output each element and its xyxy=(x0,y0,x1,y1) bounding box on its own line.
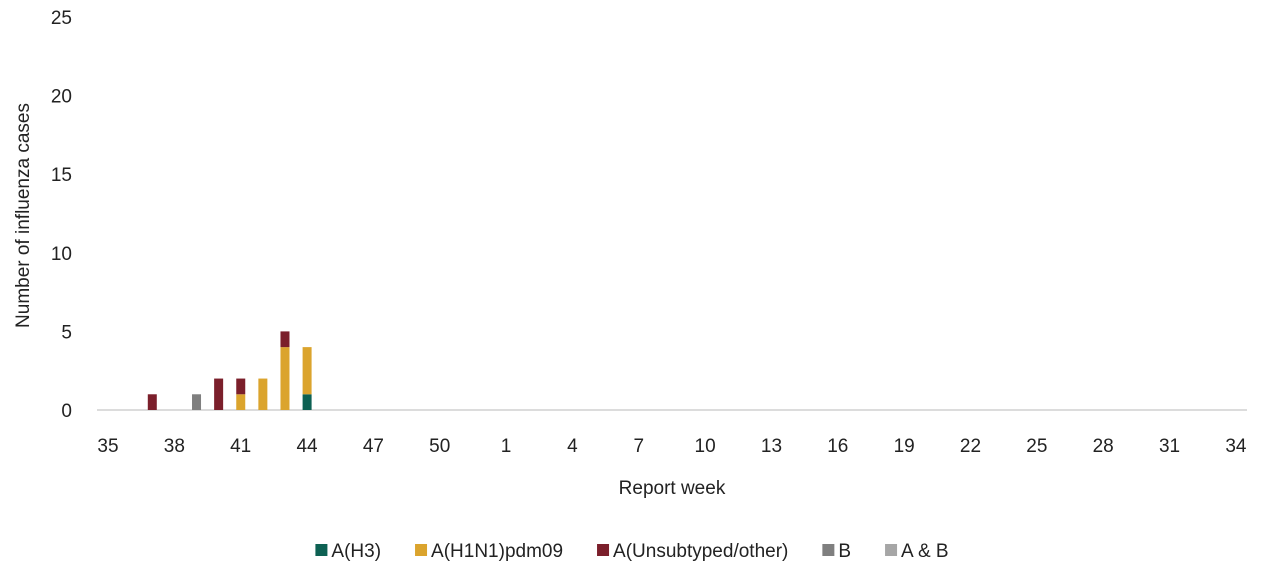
bars xyxy=(147,331,312,410)
bar-segment xyxy=(302,347,312,395)
legend-label: A(H3) xyxy=(331,541,381,562)
bar-segment xyxy=(214,378,224,410)
x-tick-label: 31 xyxy=(1159,436,1180,457)
x-tick-label: 44 xyxy=(296,436,318,457)
x-tick-label: 34 xyxy=(1225,436,1247,457)
x-tick-label: 25 xyxy=(1026,436,1047,457)
x-axis-ticks: 35 38 41 44 47 50 1 4 7 10 13 16 19 22 25 28 31 34 xyxy=(97,436,1246,457)
bar-segment xyxy=(236,394,246,410)
x-tick-label: 47 xyxy=(363,436,384,457)
legend-label: A & B xyxy=(901,541,949,562)
legend-item: A(H1N1)pdm09 xyxy=(415,541,563,562)
legend-swatch xyxy=(315,544,328,556)
bar-segment xyxy=(302,394,312,410)
x-tick-label: 1 xyxy=(501,436,512,457)
x-axis-title: Report week xyxy=(619,478,726,499)
x-tick-label: 38 xyxy=(164,436,185,457)
x-tick-label: 41 xyxy=(230,436,251,457)
legend-swatch xyxy=(885,544,898,556)
bar-segment xyxy=(280,331,290,348)
legend-item: A & B xyxy=(885,541,949,562)
legend-item: B xyxy=(822,541,851,562)
y-tick-label: 25 xyxy=(51,8,72,29)
legend-swatch xyxy=(597,544,610,556)
y-axis-ticks: 0 5 10 15 20 25 xyxy=(51,8,72,422)
y-tick-label: 5 xyxy=(61,322,72,343)
x-tick-label: 7 xyxy=(633,436,644,457)
y-tick-label: 20 xyxy=(51,87,72,108)
x-tick-label: 16 xyxy=(827,436,848,457)
bar-segment xyxy=(147,394,157,410)
legend-swatch xyxy=(415,544,428,556)
x-tick-label: 22 xyxy=(960,436,981,457)
x-tick-label: 4 xyxy=(567,436,578,457)
legend-swatch xyxy=(822,544,835,556)
legend-item: A(H3) xyxy=(315,541,381,562)
legend-label: A(H1N1)pdm09 xyxy=(431,541,563,562)
x-tick-label: 19 xyxy=(894,436,915,457)
x-tick-label: 28 xyxy=(1093,436,1114,457)
bar-segment xyxy=(236,378,246,395)
legend: A(H3) A(H1N1)pdm09 A(Unsubtyped/other) B A &… xyxy=(315,541,949,562)
legend-item: A(Unsubtyped/other) xyxy=(597,541,788,562)
legend-label: B xyxy=(838,541,851,562)
x-tick-label: 10 xyxy=(695,436,716,457)
x-tick-label: 35 xyxy=(97,436,118,457)
bar-segment xyxy=(258,378,268,410)
y-axis-title: Number of influenza cases xyxy=(13,103,34,328)
x-tick-label: 13 xyxy=(761,436,782,457)
y-tick-label: 10 xyxy=(51,244,72,265)
bar-segment xyxy=(192,394,202,410)
legend-label: A(Unsubtyped/other) xyxy=(613,541,788,562)
x-tick-label: 50 xyxy=(429,436,450,457)
y-tick-label: 15 xyxy=(51,165,72,186)
y-tick-label: 0 xyxy=(61,401,72,422)
bar-segment xyxy=(280,347,290,410)
